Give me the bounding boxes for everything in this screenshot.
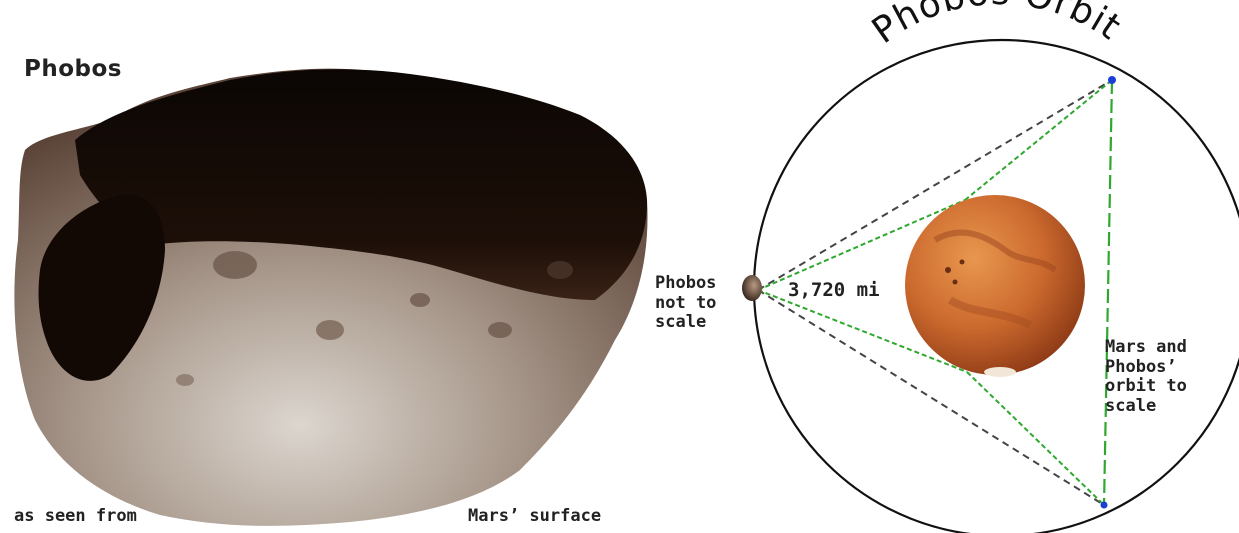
- mars-crater: [953, 280, 958, 285]
- mars-planet: [905, 195, 1085, 375]
- caption-as-seen-from: as seen from: [14, 507, 137, 527]
- crater: [213, 251, 257, 279]
- sightline-green: [965, 80, 1112, 200]
- crater: [176, 374, 194, 386]
- distance-label: 3,720 mi: [788, 280, 880, 302]
- sightline-green: [967, 372, 1104, 505]
- orbit-title: Phobos Orbit: [865, 0, 1129, 52]
- crater: [547, 261, 573, 279]
- crater: [316, 320, 344, 340]
- caption-mars-surface: Mars’ surface: [468, 507, 601, 527]
- to-scale-label: Mars and Phobos’ orbit to scale: [1105, 338, 1187, 416]
- sightline-green: [1104, 80, 1112, 505]
- crater: [488, 322, 512, 338]
- phobos-not-to-scale-label: Phobos not to scale: [655, 274, 716, 333]
- crater: [410, 293, 430, 307]
- mars-crater: [945, 267, 951, 273]
- orbit-title-text: Phobos Orbit: [865, 0, 1129, 52]
- mars-crater: [960, 260, 965, 265]
- mars-polar-cap: [984, 367, 1016, 377]
- phobos-title: Phobos: [24, 56, 122, 82]
- phobos-photo: [14, 69, 647, 526]
- phobos-small-marker: [742, 275, 762, 301]
- orbit-position-dot: [1101, 502, 1108, 509]
- orbit-diagram: Phobos Orbit: [742, 0, 1239, 533]
- orbit-position-dot: [1108, 76, 1116, 84]
